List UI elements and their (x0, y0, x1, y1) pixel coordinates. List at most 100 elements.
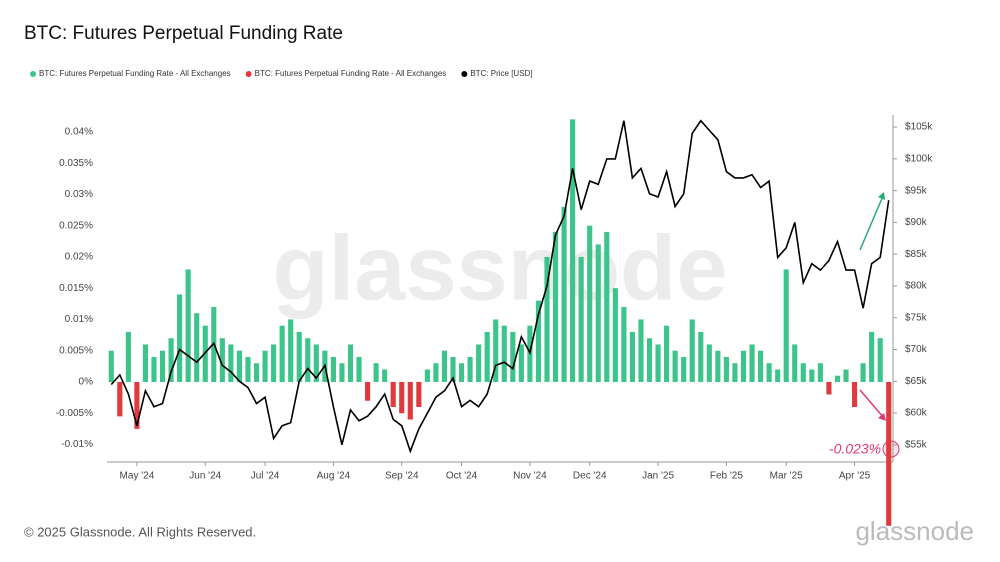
bar (535, 300, 542, 382)
bar (194, 313, 200, 382)
x-tick-label: Oct '24 (446, 471, 478, 482)
bar (732, 363, 738, 382)
bar (766, 363, 772, 382)
y-tick-label: 0.015% (59, 283, 93, 294)
legend-marker (245, 71, 252, 77)
bar (450, 356, 456, 382)
bar (407, 381, 413, 420)
bar (339, 363, 345, 382)
y-tick-label: 0.025% (59, 220, 93, 231)
y2-tick-label: $60k (905, 408, 928, 419)
bar (629, 331, 635, 382)
bar (151, 356, 157, 382)
bar (595, 244, 601, 382)
legend-label: BTC: Futures Perpetual Funding Rate - Al… (39, 69, 231, 78)
y-tick-label: 0.03% (65, 189, 93, 200)
bar (390, 381, 396, 407)
y2-tick-label: $90k (905, 217, 928, 228)
bar (664, 325, 670, 382)
bar (869, 331, 875, 382)
bar (758, 350, 764, 382)
y2-tick-label: $65k (905, 376, 928, 387)
bar (715, 350, 721, 382)
bar (843, 369, 849, 382)
bar (365, 381, 371, 401)
bar (860, 363, 866, 382)
bar (279, 325, 285, 382)
bar (877, 338, 883, 382)
y-tick-label: -0.005% (56, 408, 93, 419)
bar (501, 325, 507, 382)
bar (740, 350, 747, 382)
bar (236, 350, 242, 382)
x-tick-label: Feb '25 (710, 471, 743, 482)
bar (433, 363, 439, 382)
bar (493, 319, 499, 382)
legend-marker (461, 71, 468, 77)
x-tick-label: Apr '25 (839, 471, 871, 482)
x-tick-label: Jun '24 (189, 471, 221, 482)
arrow-head (878, 192, 885, 200)
x-tick-label: Mar '25 (770, 471, 803, 482)
bar (578, 256, 584, 382)
x-tick-label: Nov '24 (513, 471, 547, 482)
bar (587, 225, 593, 382)
bar (834, 375, 841, 382)
bar (330, 356, 336, 382)
bar (373, 363, 379, 382)
logo: glassnode (855, 516, 974, 546)
legend-label: BTC: Futures Perpetual Funding Rate - Al… (255, 69, 447, 78)
bar (271, 344, 277, 382)
y2-tick-label: $85k (905, 249, 928, 260)
arrow (859, 195, 884, 251)
y2-tick-label: $70k (905, 344, 928, 355)
y-tick-label: -0.01% (61, 439, 93, 450)
bar (672, 350, 678, 382)
bar (826, 381, 832, 395)
bar (347, 344, 354, 382)
y2-tick-label: $80k (905, 281, 928, 292)
x-tick-label: Dec '24 (573, 471, 607, 482)
bar (518, 344, 524, 382)
y-tick-label: 0.01% (65, 314, 93, 325)
bar (125, 331, 131, 382)
bar (424, 369, 430, 382)
x-tick-label: May '24 (120, 471, 155, 482)
bar (723, 356, 729, 382)
legend-marker (30, 71, 36, 77)
bar (783, 269, 789, 382)
bar (219, 338, 225, 382)
arrow (859, 389, 885, 419)
y-tick-label: 0.035% (59, 158, 93, 169)
footer: © 2025 Glassnode. All Rights Reserved. (24, 524, 256, 539)
chart-title: BTC: Futures Perpetual Funding Rate (24, 23, 343, 44)
bar (561, 206, 567, 382)
bar (689, 319, 695, 382)
y-tick-label: 0.04% (65, 127, 93, 138)
bar (313, 344, 319, 382)
bar (416, 381, 422, 407)
bar (484, 331, 490, 382)
bar (399, 381, 405, 414)
annotation: -0.023% (829, 441, 881, 457)
bar (570, 119, 576, 382)
bar (604, 231, 610, 382)
bar (817, 363, 823, 382)
bar (638, 319, 644, 382)
x-tick-label: Aug '24 (317, 471, 351, 482)
bar (177, 294, 183, 382)
bar (698, 331, 704, 382)
legend-label: BTC: Price [USD] (470, 69, 532, 78)
x-tick-label: Jul '24 (251, 471, 280, 482)
bar (245, 356, 251, 382)
bar (382, 369, 388, 382)
bar (108, 350, 114, 382)
y2-tick-label: $105k (905, 122, 933, 133)
bar (305, 338, 311, 382)
bar (228, 344, 234, 382)
bar (800, 363, 806, 382)
x-tick-label: Jan '25 (642, 471, 674, 482)
bar (612, 288, 618, 382)
bar (134, 381, 140, 429)
watermark: glassnode (272, 217, 727, 319)
